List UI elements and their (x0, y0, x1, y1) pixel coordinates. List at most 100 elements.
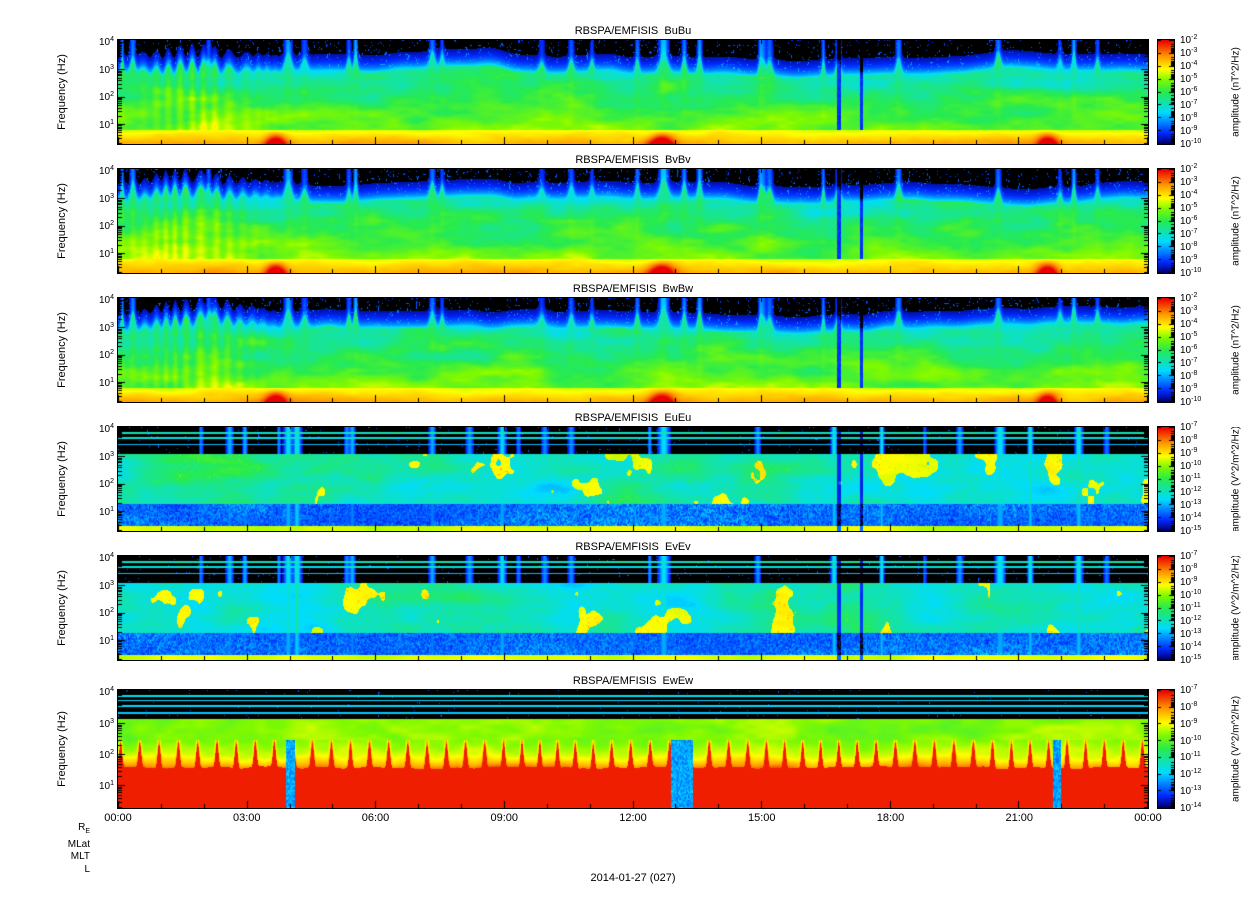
y-tick-label: 103 (98, 450, 114, 463)
spectrogram-canvas (118, 556, 1148, 660)
colorbar-tick-label: 10-7 (1180, 549, 1198, 563)
colorbar-tick-label: 10-12 (1180, 614, 1202, 628)
colorbar-canvas (1158, 427, 1174, 531)
colorbar (1157, 168, 1175, 274)
colorbar-canvas (1158, 298, 1174, 402)
x-tick-label: 15:00 (747, 812, 776, 824)
colorbar-tick-label: 10-9 (1180, 124, 1198, 138)
colorbar-tick-label: 10-6 (1180, 343, 1198, 357)
panel-title: RBSPA/EMFISIS BwBw (572, 283, 694, 295)
y-axis-ticks: 104 103 102 101 (40, 423, 114, 531)
spectrogram-canvas (118, 690, 1148, 808)
colorbar (1157, 689, 1175, 809)
y-tick-label: 101 (98, 634, 114, 647)
date-label: 2014-01-27 (027) (590, 872, 676, 884)
ephemeris-row-label: L (84, 863, 90, 875)
y-axis-ticks: 104 103 102 101 (40, 294, 114, 402)
colorbar (1157, 426, 1175, 532)
colorbar-canvas (1158, 40, 1174, 144)
colorbar-label-clip: amplitude (nT^2/Hz) (1226, 298, 1246, 402)
plot-area (117, 297, 1149, 403)
y-axis-ticks: 104 103 102 101 (40, 165, 114, 273)
x-tick-label: 03:00 (232, 812, 261, 824)
spectrogram-panel-ewew: RBSPA/EMFISIS EwEw Frequency (Hz) 104 103… (0, 675, 1248, 814)
colorbar-tick-label: 10-10 (1180, 734, 1202, 747)
spectrogram-panel-evev: RBSPA/EMFISIS EvEv Frequency (Hz) 104 103… (0, 541, 1248, 666)
colorbar-tick-label: 10-8 (1180, 240, 1198, 254)
colorbar-canvas (1158, 556, 1174, 660)
colorbar-tick-label: 10-10 (1180, 459, 1202, 473)
y-tick-label: 102 (98, 607, 114, 620)
colorbar-tick-label: 10-3 (1180, 304, 1198, 318)
colorbar-tick-label: 10-7 (1180, 420, 1198, 434)
x-tick-label: 06:00 (361, 812, 390, 824)
colorbar-tick-label: 10-7 (1180, 98, 1198, 112)
y-tick-label: 102 (98, 349, 114, 362)
panel-title: RBSPA/EMFISIS EuEu (574, 412, 692, 424)
colorbar-tick-label: 10-8 (1180, 369, 1198, 383)
spectrogram-canvas (118, 169, 1148, 273)
x-tick-label: 00:00 (104, 812, 132, 824)
y-axis-ticks: 104 103 102 101 (40, 686, 114, 808)
colorbar-tick-label: 10-7 (1180, 683, 1198, 697)
colorbar-tick-label: 10-15 (1180, 653, 1202, 667)
y-tick-label: 104 (98, 36, 114, 49)
colorbar-tick-label: 10-14 (1180, 801, 1202, 815)
panel-title: RBSPA/EMFISIS BuBu (574, 25, 692, 37)
y-tick-label: 103 (98, 579, 114, 592)
colorbar-tick-label: 10-10 (1180, 266, 1202, 280)
colorbar-tick-label: 10-5 (1180, 72, 1198, 86)
spectrogram-canvas (118, 40, 1148, 144)
spectrogram-canvas (118, 298, 1148, 402)
spectrogram-panel-bubu: RBSPA/EMFISIS BuBu Frequency (Hz) 104 103… (0, 25, 1248, 150)
panel-title: RBSPA/EMFISIS BvBv (575, 154, 691, 166)
colorbar-label-clip: amplitude (V^2/m^2/Hz) (1226, 427, 1246, 531)
x-tick-label: 18:00 (876, 812, 905, 824)
colorbar-label: amplitude (nT^2/Hz) (1230, 305, 1242, 395)
spectrogram-canvas (118, 427, 1148, 531)
colorbar-tick-label: 10-6 (1180, 214, 1198, 228)
colorbar-tick-label: 10-2 (1180, 162, 1198, 176)
colorbar-canvas (1158, 690, 1174, 808)
colorbar-ticks: 10-7 10-8 10-9 10-10 10-11 10-12 10-13 10-14 10-… (1180, 550, 1224, 666)
colorbar-tick-label: 10-4 (1180, 59, 1198, 73)
colorbar-tick-label: 10-10 (1180, 395, 1202, 409)
y-tick-label: 104 (98, 294, 114, 307)
y-tick-label: 104 (98, 423, 114, 436)
colorbar-tick-label: 10-8 (1180, 433, 1198, 447)
colorbar-tick-label: 10-9 (1180, 575, 1198, 589)
y-tick-label: 101 (98, 376, 114, 389)
colorbar-tick-label: 10-14 (1180, 511, 1202, 525)
colorbar-tick-label: 10-2 (1180, 291, 1198, 305)
x-tick-label: 00:00 (1134, 812, 1162, 824)
plot-area (117, 39, 1149, 145)
colorbar-tick-label: 10-12 (1180, 768, 1202, 781)
y-tick-label: 102 (98, 748, 114, 762)
colorbar-tick-label: 10-7 (1180, 356, 1198, 370)
colorbar-tick-label: 10-8 (1180, 562, 1198, 576)
colorbar-tick-label: 10-11 (1180, 472, 1201, 486)
colorbar-tick-label: 10-8 (1180, 700, 1198, 714)
y-axis-ticks: 104 103 102 101 (40, 36, 114, 144)
colorbar-tick-label: 10-7 (1180, 227, 1198, 241)
colorbar-tick-label: 10-9 (1180, 717, 1198, 730)
colorbar-ticks: 10-2 10-3 10-4 10-5 10-6 10-7 10-8 10-9 10-10 (1180, 163, 1224, 279)
colorbar-label: amplitude (V^2/m^2/Hz) (1230, 695, 1242, 803)
y-tick-label: 103 (98, 192, 114, 205)
colorbar-tick-label: 10-3 (1180, 46, 1198, 60)
colorbar-tick-label: 10-3 (1180, 175, 1198, 189)
spectrogram-panel-bvbv: RBSPA/EMFISIS BvBv Frequency (Hz) 104 103… (0, 154, 1248, 279)
colorbar-tick-label: 10-4 (1180, 317, 1198, 331)
y-tick-label: 101 (98, 247, 114, 260)
colorbar-tick-label: 10-11 (1180, 601, 1201, 615)
colorbar-ticks: 10-2 10-3 10-4 10-5 10-6 10-7 10-8 10-9 10-10 (1180, 34, 1224, 150)
colorbar-label: amplitude (nT^2/Hz) (1230, 176, 1242, 266)
plot-area (117, 689, 1149, 809)
x-tick-label: 09:00 (490, 812, 519, 824)
x-tick-label: 21:00 (1005, 812, 1034, 824)
colorbar-tick-label: 10-11 (1180, 751, 1201, 764)
colorbar-tick-label: 10-8 (1180, 111, 1198, 125)
colorbar-ticks: 10-7 10-8 10-9 10-10 10-11 10-12 10-13 10-14 (1180, 684, 1224, 814)
ephemeris-labels: RE MLat MLT L (40, 822, 90, 876)
